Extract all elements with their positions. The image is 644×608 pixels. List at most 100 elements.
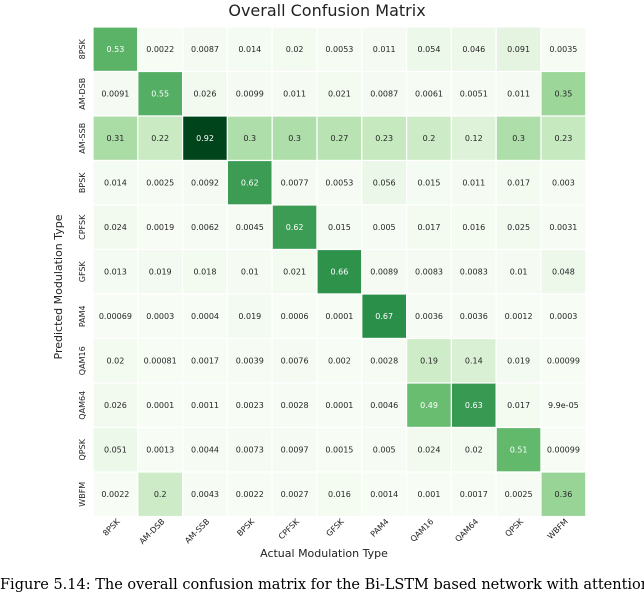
cell-value-label: 0.0035 (549, 45, 577, 54)
cell-value-label: 0.00099 (547, 356, 580, 365)
heatmap-cell (361, 70, 408, 117)
cell-value-label: 0.021 (283, 267, 306, 276)
cell-value-label: 0.0019 (146, 223, 174, 232)
heatmap-cell (540, 204, 587, 251)
heatmap-cell (182, 426, 229, 473)
heatmap-cell (92, 293, 139, 340)
heatmap-cell (361, 382, 408, 429)
y-tick-labels: 8PSK AM-DSB AM-SSB BPSK CPFSK GFSK PAM4 QAM16 QA… (78, 38, 87, 506)
heatmap-cell (450, 471, 497, 518)
cell-value-label: 0.015 (418, 178, 441, 187)
heatmap-cell (361, 115, 408, 162)
cell-value-label: 0.66 (330, 267, 348, 276)
y-tick-label: WBFM (78, 482, 87, 507)
heatmap-cell (316, 115, 363, 162)
cell-value-label: 0.3 (243, 134, 256, 143)
cell-value-label: 0.011 (507, 89, 530, 98)
heatmap-cell (271, 337, 318, 384)
heatmap-cell (92, 70, 139, 117)
cell-value-label: 0.014 (238, 45, 261, 54)
heatmap-cell (271, 204, 318, 251)
heatmap-cell (406, 382, 453, 429)
heatmap-cell (450, 248, 497, 295)
heatmap-cell (495, 471, 542, 518)
cell-value-label: 0.0031 (549, 223, 577, 232)
y-tick-label: QAM64 (78, 391, 87, 420)
cell-value-label: 0.92 (196, 134, 214, 143)
heatmap-cell (361, 337, 408, 384)
heatmap-cell (406, 426, 453, 473)
heatmap-cell (92, 471, 139, 518)
x-tick-label: QPSK (503, 517, 525, 539)
heatmap-cell (316, 70, 363, 117)
heatmap-cell (361, 204, 408, 251)
heatmap-cell (316, 293, 363, 340)
heatmap-cell (495, 293, 542, 340)
heatmap-cell (540, 293, 587, 340)
cell-value-label: 0.0027 (281, 490, 309, 499)
cell-value-label: 0.0001 (325, 401, 353, 410)
cell-value-label: 0.014 (104, 178, 127, 187)
cell-value-label: 0.19 (420, 356, 438, 365)
heatmap-cell (316, 471, 363, 518)
heatmap-cell (271, 115, 318, 162)
cell-value-label: 0.0013 (146, 445, 174, 454)
cell-value-label: 0.0043 (191, 490, 219, 499)
cell-value-label: 0.016 (462, 223, 485, 232)
heatmap-cell (540, 471, 587, 518)
heatmap-cell (540, 248, 587, 295)
x-tick-label: WBFM (546, 517, 570, 541)
cell-value-label: 0.0003 (549, 312, 577, 321)
cell-value-label: 0.026 (194, 89, 217, 98)
cell-value-label: 0.017 (507, 401, 530, 410)
cell-value-label: 0.0097 (281, 445, 309, 454)
cell-value-label: 0.015 (328, 223, 351, 232)
cell-value-label: 0.0028 (281, 401, 309, 410)
cell-value-label: 0.0017 (191, 356, 219, 365)
cell-value-label: 0.0017 (460, 490, 488, 499)
heatmap-cell (450, 293, 497, 340)
cell-value-label: 0.017 (418, 223, 441, 232)
heatmap-cell (450, 426, 497, 473)
cell-value-label: 0.23 (554, 134, 572, 143)
heatmap-cell (92, 26, 139, 73)
cell-value-label: 0.36 (554, 490, 572, 499)
cell-value-label: 0.019 (238, 312, 261, 321)
cell-value-label: 0.12 (465, 134, 483, 143)
heatmap-cell (92, 115, 139, 162)
cell-value-label: 0.00081 (144, 356, 177, 365)
cell-value-label: 0.0028 (370, 356, 398, 365)
heatmap-cell (495, 382, 542, 429)
heatmap-cell (271, 426, 318, 473)
cell-value-label: 0.0022 (101, 490, 129, 499)
heatmap-cell (406, 26, 453, 73)
heatmap-cell (406, 471, 453, 518)
cell-value-label: 0.0045 (236, 223, 264, 232)
cell-value-label: 0.0022 (236, 490, 264, 499)
cell-value-label: 0.0051 (460, 89, 488, 98)
y-tick-label: 8PSK (78, 38, 87, 59)
cell-value-label: 0.0073 (236, 445, 264, 454)
heatmap-cell (316, 426, 363, 473)
cell-value-label: 0.016 (328, 490, 351, 499)
heatmap-cell (450, 204, 497, 251)
heatmap-cell (540, 159, 587, 206)
cell-value-label: 0.2 (154, 490, 167, 499)
cell-value-label: 0.011 (462, 178, 485, 187)
cell-value-label: 0.0003 (146, 312, 174, 321)
heatmap-cell (450, 115, 497, 162)
heatmap-cell (540, 337, 587, 384)
cell-value-label: 0.53 (106, 45, 124, 54)
cell-value-label: 0.051 (104, 445, 127, 454)
cell-value-label: 0.0022 (146, 45, 174, 54)
cell-value-label: 0.0001 (325, 312, 353, 321)
heatmap-cell (92, 248, 139, 295)
x-tick-label: QAM16 (409, 517, 436, 544)
cell-value-label: 0.3 (288, 134, 301, 143)
heatmap-cell (226, 204, 273, 251)
cell-value-label: 0.046 (462, 45, 485, 54)
heatmap-cell (540, 26, 587, 73)
cell-value-label: 0.62 (241, 178, 259, 187)
heatmap-cell (540, 115, 587, 162)
